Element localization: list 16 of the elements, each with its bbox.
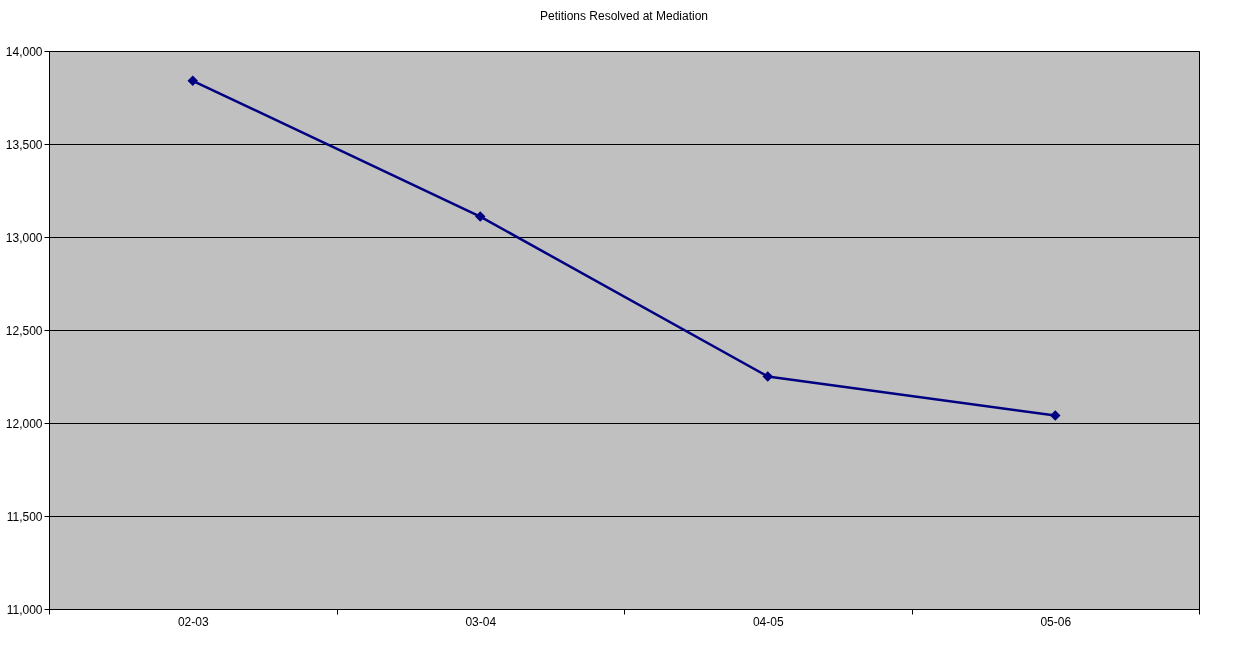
y-tick-label: 12,500 — [5, 323, 43, 338]
y-tick-label: 11,000 — [6, 602, 43, 617]
y-tick-label: 14,000 — [5, 44, 43, 59]
point — [475, 211, 486, 222]
x-tick-label: 04-05 — [752, 614, 784, 629]
point — [1050, 410, 1061, 421]
y-tick-label: 13,000 — [5, 230, 43, 245]
y-tick-label: 13,500 — [5, 137, 43, 152]
x-tick-label: 02-03 — [177, 614, 209, 629]
y-tick-label: 12,000 — [5, 416, 43, 431]
x-tick-label: 05-06 — [1040, 614, 1072, 629]
chart-title: Petitions Resolved at Mediation — [539, 9, 709, 23]
point — [762, 371, 773, 382]
point — [187, 75, 198, 86]
y-tick-label: 11,500 — [6, 509, 43, 524]
x-tick-label: 03-04 — [465, 614, 497, 629]
